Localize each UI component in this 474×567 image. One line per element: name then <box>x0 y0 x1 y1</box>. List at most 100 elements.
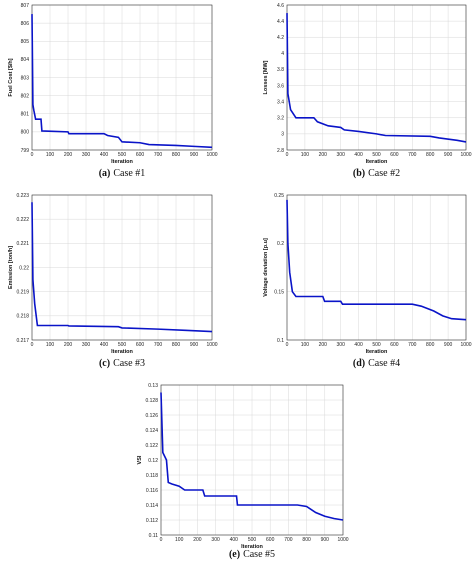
y-axis-label: VSI <box>137 455 143 464</box>
y-tick-label: 0.218 <box>16 314 29 320</box>
x-tick-label: 200 <box>193 537 202 543</box>
x-tick-label: 200 <box>319 152 328 158</box>
caption-text: Case #1 <box>113 168 145 179</box>
x-tick-label: 100 <box>46 152 55 158</box>
y-tick-label: 0.22 <box>19 265 29 271</box>
caption-text: Case #3 <box>113 358 145 369</box>
x-tick-label: 700 <box>408 152 417 158</box>
x-tick-label: 1000 <box>206 152 217 158</box>
y-axis-label: Fuel Cost [$/h] <box>8 58 14 96</box>
y-tick-label: 0.11 <box>149 533 159 539</box>
x-tick-label: 900 <box>321 537 330 543</box>
x-tick-label: 0 <box>160 537 163 543</box>
caption-text: Case #4 <box>368 358 400 369</box>
caption-label: (d) <box>353 358 365 369</box>
y-tick-label: 2.8 <box>277 148 284 154</box>
chart: 0 100 200 300 400 500 600 700 800 900 1000 0.1 0.15 0… <box>263 193 472 369</box>
x-tick-label: 100 <box>301 342 310 348</box>
y-tick-label: 0.217 <box>16 338 29 344</box>
x-tick-label: 100 <box>46 342 55 348</box>
x-tick-label: 800 <box>426 152 435 158</box>
y-tick-label: 801 <box>21 112 30 118</box>
caption: (c) Case #3 <box>99 358 145 369</box>
x-tick-label: 700 <box>154 342 163 348</box>
y-tick-label: 4.6 <box>277 3 284 9</box>
caption: (d) Case #4 <box>353 358 400 369</box>
plot-frame <box>160 384 344 536</box>
x-axis-label: Iteration <box>366 349 388 355</box>
x-tick-label: 700 <box>408 342 417 348</box>
y-tick-label: 805 <box>21 39 30 45</box>
x-tick-label: 0 <box>286 342 289 348</box>
x-tick-label: 300 <box>337 152 346 158</box>
caption-label: (b) <box>353 168 365 179</box>
x-tick-label: 600 <box>136 342 145 348</box>
x-tick-label: 500 <box>118 152 127 158</box>
y-tick-label: 4 <box>281 51 284 57</box>
x-tick-label: 500 <box>248 537 257 543</box>
caption-label: (e) <box>229 549 240 560</box>
x-tick-label: 700 <box>284 537 293 543</box>
y-tick-label: 3.4 <box>277 99 284 105</box>
x-tick-label: 200 <box>64 152 73 158</box>
x-axis-label: Iteration <box>111 159 133 165</box>
x-tick-label: 1000 <box>460 152 471 158</box>
y-tick-label: 0.223 <box>16 193 29 199</box>
x-tick-label: 1000 <box>206 342 217 348</box>
x-tick-label: 700 <box>154 152 163 158</box>
x-tick-label: 800 <box>172 342 181 348</box>
x-tick-label: 100 <box>301 152 310 158</box>
x-tick-label: 900 <box>444 342 453 348</box>
y-tick-label: 0.13 <box>148 383 158 389</box>
y-tick-label: 0.15 <box>274 289 284 295</box>
caption-text: Case #5 <box>243 549 275 560</box>
y-tick-label: 3.6 <box>277 83 284 89</box>
x-tick-label: 0 <box>31 342 34 348</box>
x-tick-label: 400 <box>354 152 363 158</box>
x-tick-label: 500 <box>118 342 127 348</box>
y-tick-label: 799 <box>21 148 30 154</box>
y-tick-label: 0.222 <box>16 217 29 223</box>
y-tick-label: 800 <box>21 130 30 136</box>
line <box>31 14 213 149</box>
y-tick-label: 0.114 <box>146 503 158 509</box>
y-tick-label: 0.124 <box>145 428 158 434</box>
x-tick-label: 900 <box>444 152 453 158</box>
caption-text: Case #2 <box>368 168 400 179</box>
x-tick-label: 500 <box>372 152 381 158</box>
x-tick-label: 300 <box>337 342 346 348</box>
x-tick-label: 600 <box>136 152 145 158</box>
x-tick-label: 900 <box>190 152 199 158</box>
y-tick-label: 0.128 <box>145 398 158 404</box>
plot-frame <box>286 194 467 341</box>
x-tick-label: 800 <box>426 342 435 348</box>
x-tick-label: 200 <box>319 342 328 348</box>
x-tick-label: 400 <box>100 152 109 158</box>
y-tick-label: 4.2 <box>277 35 284 41</box>
y-tick-label: 0.112 <box>146 518 158 524</box>
x-tick-label: 900 <box>190 342 199 348</box>
x-tick-label: 600 <box>390 152 399 158</box>
caption-label: (a) <box>99 168 111 179</box>
x-tick-label: 300 <box>82 152 91 158</box>
chart: 0 100 200 300 400 500 600 700 800 900 1000 799 800 80… <box>8 3 218 179</box>
y-tick-label: 0.1 <box>277 338 284 344</box>
x-axis-label: Iteration <box>241 544 263 550</box>
y-tick-label: 0.12 <box>148 458 158 464</box>
x-tick-label: 300 <box>82 342 91 348</box>
y-tick-label: 802 <box>21 93 30 99</box>
x-tick-label: 400 <box>354 342 363 348</box>
y-tick-label: 807 <box>21 3 30 9</box>
y-tick-label: 0.25 <box>274 193 284 199</box>
y-tick-label: 3.8 <box>277 67 284 73</box>
y-tick-label: 4.4 <box>277 19 284 25</box>
line <box>31 202 213 333</box>
x-tick-label: 1000 <box>337 537 348 543</box>
y-tick-label: 0.219 <box>16 289 29 295</box>
x-tick-label: 500 <box>372 342 381 348</box>
chart: 0 100 200 300 400 500 600 700 800 900 1000 0.217 0.2… <box>8 193 218 369</box>
y-tick-label: 0.126 <box>145 413 158 419</box>
chart: 0 100 200 300 400 500 600 700 800 900 1000 0.11 0.11… <box>137 383 349 560</box>
y-axis-label: Emission [ton/h] <box>8 246 14 289</box>
